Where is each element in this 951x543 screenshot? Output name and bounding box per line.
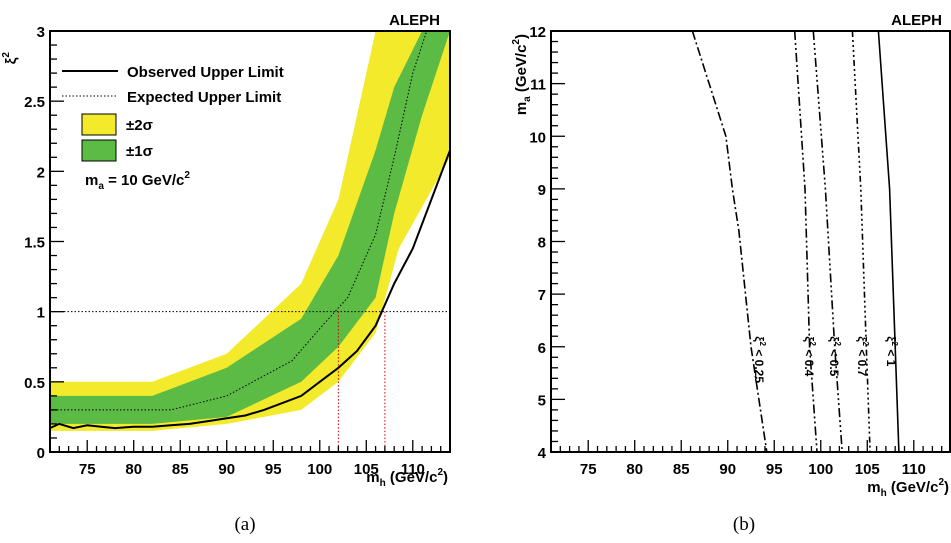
contour-curve bbox=[793, 30, 818, 453]
y-axis-label: ξ2 bbox=[1, 52, 20, 65]
y-tick-label: 12 bbox=[529, 24, 546, 41]
legend-2sigma-label: ±2σ bbox=[126, 117, 153, 134]
legend-expected-label: Expected Upper Limit bbox=[127, 89, 281, 106]
x-tick-label: 90 bbox=[719, 461, 736, 478]
x-tick-label: 105 bbox=[855, 461, 880, 478]
y-tick-label: 1.5 bbox=[24, 235, 45, 252]
x-tick-label: 80 bbox=[125, 461, 142, 478]
axis-ticks: 75 80 85 90 95 100 105 110 4 5 6 7 8 9 10 11 12 bbox=[529, 24, 951, 478]
x-tick-label: 80 bbox=[626, 461, 643, 478]
contour-label: ξ2 < 0.4 bbox=[802, 336, 817, 376]
x-tick-label: 100 bbox=[808, 461, 833, 478]
panel-b-caption: (b) bbox=[733, 514, 755, 535]
panel-a-caption: (a) bbox=[234, 514, 255, 535]
x-tick-label: 110 bbox=[902, 461, 926, 478]
contour-label: ξ2 < 0.25 bbox=[752, 336, 767, 383]
contour-curves bbox=[691, 30, 900, 453]
contour-curve bbox=[812, 30, 843, 453]
legend-2sigma-swatch bbox=[81, 113, 117, 136]
y-tick-label: 2.5 bbox=[24, 94, 45, 111]
y-tick-label: 6 bbox=[538, 340, 546, 357]
y-tick-label: 0.5 bbox=[24, 375, 45, 392]
y-axis-label: ma (GeV/c2) bbox=[511, 34, 533, 115]
x-tick-label: 95 bbox=[265, 461, 282, 478]
contour-curve bbox=[691, 30, 768, 453]
x-tick-label: 105 bbox=[354, 461, 379, 478]
x-tick-label: 75 bbox=[79, 461, 96, 478]
x-tick-label: 85 bbox=[172, 461, 189, 478]
y-tick-label: 5 bbox=[538, 392, 546, 409]
mass-note: ma = 10 GeV/c2 bbox=[85, 170, 190, 192]
uncertainty-bands bbox=[50, 31, 450, 431]
contour-labels: ξ2 < 0.25 ξ2 < 0.4 ξ2 < 0.5 ξ2 < 0.7 ξ2 < 1 bbox=[752, 336, 899, 383]
x-tick-label: 75 bbox=[580, 461, 597, 478]
x-tick-label: 100 bbox=[307, 461, 332, 478]
legend-1sigma-swatch bbox=[81, 139, 117, 162]
contour-label: ξ2 < 1 bbox=[884, 336, 899, 366]
contour-curve bbox=[877, 30, 900, 453]
plot-frame bbox=[49, 30, 451, 453]
x-tick-label: 90 bbox=[218, 461, 235, 478]
expected-limit-curve bbox=[50, 31, 428, 411]
legend-1sigma-label: ±1σ bbox=[126, 143, 153, 160]
panel-a: 75 80 85 90 95 100 105 110 0 0.5 1 1.5 2 2.5 3 ALEPH O… bbox=[1, 12, 451, 535]
y-tick-label: 9 bbox=[538, 182, 546, 199]
y-tick-label: 8 bbox=[538, 235, 546, 252]
x-axis-label: mh (GeV/c2) bbox=[867, 477, 949, 499]
limit-curves bbox=[50, 31, 450, 452]
x-tick-label: 95 bbox=[766, 461, 783, 478]
panel-b: 75 80 85 90 95 100 105 110 4 5 6 7 8 9 10 11 12 ξ2 < 0.2… bbox=[511, 12, 951, 535]
y-tick-label: 10 bbox=[529, 129, 546, 146]
legend: Observed Upper Limit Expected Upper Limi… bbox=[62, 64, 284, 192]
contour-curve bbox=[851, 30, 871, 453]
y-tick-label: 2 bbox=[37, 164, 45, 181]
x-tick-label: 110 bbox=[401, 461, 425, 478]
y-tick-label: 3 bbox=[37, 24, 45, 41]
experiment-label: ALEPH bbox=[891, 12, 942, 29]
band-1sigma bbox=[50, 31, 450, 424]
y-tick-label: 4 bbox=[538, 445, 547, 462]
legend-observed-label: Observed Upper Limit bbox=[127, 64, 284, 81]
y-tick-label: 11 bbox=[530, 77, 546, 94]
y-tick-label: 0 bbox=[37, 445, 45, 462]
contour-label: ξ2 < 0.5 bbox=[827, 336, 842, 376]
y-tick-label: 1 bbox=[37, 305, 45, 322]
x-tick-label: 85 bbox=[673, 461, 690, 478]
y-tick-label: 7 bbox=[538, 287, 546, 304]
contour-label: ξ2 < 0.7 bbox=[855, 336, 870, 376]
axis-ticks: 75 80 85 90 95 100 105 110 0 0.5 1 1.5 2 2.5 3 bbox=[24, 24, 451, 478]
x-axis-label: mh (GeV/c2) bbox=[366, 467, 448, 489]
plot-frame bbox=[550, 30, 951, 453]
experiment-label: ALEPH bbox=[389, 12, 440, 29]
observed-limit-curve bbox=[50, 149, 450, 430]
